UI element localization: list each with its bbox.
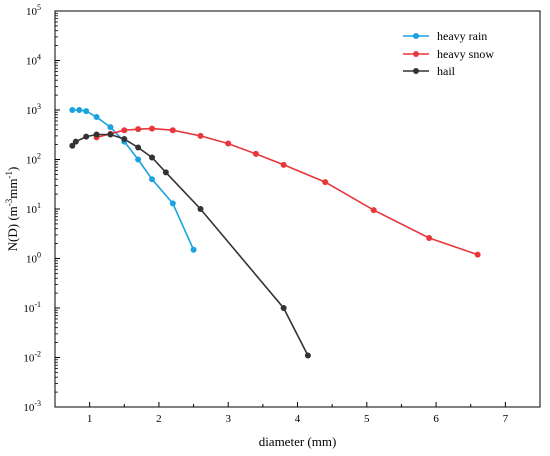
y-axis-title-exp2: -1	[4, 171, 14, 179]
legend-marker-heavy-snow	[413, 51, 419, 57]
data-point-heavy-snow	[169, 127, 176, 134]
y-axis-title-exp1: -3	[4, 198, 14, 206]
y-tick-label: 10-3	[23, 399, 41, 414]
legend-label-hail: hail	[437, 64, 456, 78]
data-point-heavy-rain	[93, 114, 100, 121]
data-point-heavy-snow	[121, 127, 128, 134]
legend-label-heavy-rain: heavy rain	[437, 29, 487, 43]
data-point-heavy-rain	[135, 156, 142, 163]
series-line-heavy-rain	[72, 109, 195, 251]
x-tick-label: 4	[295, 413, 301, 425]
x-tick-label: 2	[156, 413, 162, 425]
x-axis-title: diameter (mm)	[259, 434, 337, 449]
x-tick-label: 3	[225, 413, 231, 425]
data-point-heavy-snow	[322, 179, 329, 186]
data-point-heavy-rain	[169, 200, 176, 207]
y-tick-label: 103	[26, 102, 41, 117]
data-point-hail	[121, 135, 128, 142]
series-line-heavy-snow	[96, 127, 478, 256]
data-point-heavy-snow	[426, 234, 433, 241]
series-lines	[71, 109, 478, 356]
y-axis-title-base: N(D) (m	[5, 206, 20, 251]
y-tick-label: 104	[26, 53, 41, 68]
data-point-hail	[280, 305, 287, 311]
plot-frame	[54, 10, 541, 408]
legend-marker-heavy-rain	[413, 33, 419, 39]
series-line-hail	[71, 133, 309, 356]
y-tick-label: 102	[26, 152, 41, 167]
data-point-heavy-rain	[76, 107, 83, 113]
axis-ticks: 1 2 3 4 5 6 7 10-3 10-2 10-1 100 101 102 103 104 105	[23, 3, 541, 425]
x-tick-label: 5	[364, 413, 370, 425]
data-point-heavy-rain	[107, 124, 114, 131]
x-tick-label: 1	[87, 413, 93, 425]
y-tick-label: 10-1	[23, 300, 41, 315]
series-points	[69, 107, 481, 359]
x-tick-label: 7	[503, 413, 509, 425]
data-point-hail	[83, 133, 90, 140]
y-axis-title: N(D) (m-3mm-1)	[4, 167, 20, 252]
y-axis-title-mid: mm	[5, 178, 20, 198]
data-point-hail	[135, 144, 142, 151]
legend: heavy rain heavy snow hail	[403, 29, 494, 78]
y-axis-title-end: )	[5, 167, 20, 171]
data-point-heavy-rain	[190, 246, 197, 253]
data-point-heavy-snow	[197, 132, 204, 139]
data-point-heavy-snow	[280, 161, 287, 168]
data-point-hail	[93, 131, 100, 138]
y-tick-label: 10-2	[23, 350, 41, 365]
data-point-hail	[72, 138, 79, 145]
data-point-heavy-snow	[225, 140, 232, 147]
data-point-hail	[149, 154, 155, 161]
data-point-heavy-snow	[149, 125, 155, 132]
data-point-hail	[197, 206, 204, 212]
data-point-heavy-snow	[135, 126, 142, 133]
data-point-hail	[304, 352, 311, 359]
data-point-heavy-snow	[370, 207, 377, 214]
data-point-hail	[107, 131, 114, 138]
x-tick-label: 6	[433, 413, 439, 425]
data-point-hail	[162, 169, 169, 176]
legend-label-heavy-snow: heavy snow	[437, 47, 494, 61]
y-tick-label: 105	[26, 3, 41, 18]
data-point-heavy-rain	[83, 108, 90, 115]
legend-marker-hail	[413, 68, 419, 74]
data-point-hail	[69, 142, 76, 149]
y-tick-label: 100	[26, 251, 41, 266]
data-point-heavy-rain	[69, 107, 76, 113]
y-tick-label: 101	[26, 201, 41, 216]
data-point-heavy-snow	[474, 251, 481, 258]
data-point-heavy-rain	[149, 176, 155, 183]
data-point-heavy-snow	[252, 150, 259, 157]
